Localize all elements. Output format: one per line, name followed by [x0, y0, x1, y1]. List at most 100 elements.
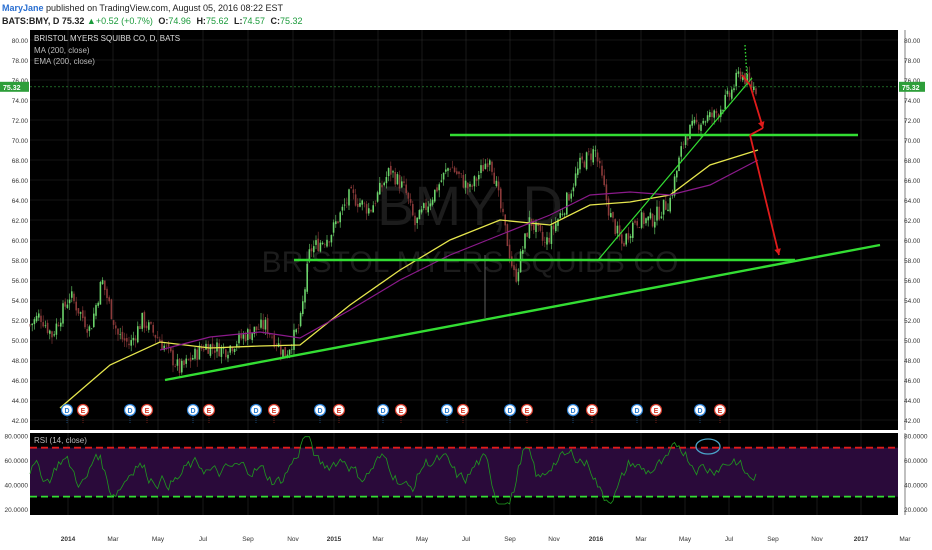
candle-body — [99, 282, 102, 305]
candle-body — [200, 347, 203, 349]
earnings-marker-label: D — [317, 408, 322, 415]
candle-body — [698, 124, 700, 130]
high-label: H: — [196, 16, 206, 26]
x-tick-label: May — [679, 536, 692, 543]
earnings-marker-icon[interactable] — [76, 403, 90, 417]
earnings-marker-icon[interactable] — [60, 403, 74, 417]
candle-body — [379, 182, 381, 195]
candle-body — [577, 168, 579, 175]
earnings-marker-icon[interactable] — [503, 403, 517, 417]
candle-body — [262, 320, 264, 330]
earnings-marker-icon[interactable] — [566, 403, 580, 417]
earnings-marker-label: D — [570, 408, 575, 415]
earnings-marker-icon[interactable] — [693, 403, 707, 417]
y-tick-label: 68.00 — [904, 158, 921, 165]
candle-body — [231, 347, 234, 352]
candle-body — [709, 112, 711, 118]
trendline-drawings[interactable] — [164, 44, 881, 382]
candle-body — [594, 150, 597, 152]
candle-body — [500, 188, 502, 209]
rsi-highlight-circle[interactable] — [695, 438, 721, 455]
candle-body — [95, 305, 97, 316]
earnings-marker-icon[interactable] — [202, 403, 216, 417]
earnings-marker-icon[interactable] — [267, 403, 281, 417]
candle-body — [299, 313, 302, 327]
candle-body — [493, 172, 495, 184]
earnings-marker-icon[interactable] — [249, 403, 263, 417]
candle-body — [601, 165, 603, 176]
candle-body — [354, 194, 357, 206]
earnings-marker-icon[interactable] — [313, 403, 327, 417]
legend-ema[interactable]: EMA (200, close) — [34, 57, 95, 66]
candle-body — [35, 315, 38, 322]
arrow-segment[interactable] — [741, 74, 751, 86]
candle-body — [284, 347, 286, 358]
candle-body — [260, 319, 262, 328]
candle-body — [720, 109, 722, 117]
rsi-tick-label: 20.0000 — [5, 507, 29, 514]
candle-body — [702, 120, 704, 124]
legend-ma[interactable]: MA (200, close) — [34, 46, 90, 55]
candle-body — [150, 321, 152, 324]
earnings-marker-icon[interactable] — [186, 403, 200, 417]
x-tick-label: Mar — [899, 536, 911, 543]
arrow-segment[interactable] — [749, 134, 780, 256]
y-tick-label: 48.00 — [904, 358, 921, 365]
candle-body — [343, 204, 346, 206]
x-tick-label: Jul — [725, 536, 734, 543]
earnings-marker-icon[interactable] — [140, 403, 154, 417]
y-tick-label: 74.00 — [12, 98, 29, 105]
rsi-tick-label: 40.0000 — [904, 482, 928, 489]
candle-body — [128, 343, 130, 346]
y-tick-label: 44.00 — [904, 398, 921, 405]
earnings-marker-icon[interactable] — [123, 403, 137, 417]
earnings-marker-icon[interactable] — [649, 403, 663, 417]
candle-body — [280, 345, 282, 355]
legend-rsi[interactable]: RSI (14, close) — [34, 436, 87, 445]
candle-body — [546, 237, 548, 245]
candle-body — [755, 88, 757, 95]
arrow-segment[interactable] — [749, 127, 764, 136]
arrow-segment[interactable] — [749, 84, 764, 129]
arrowhead-icon[interactable] — [774, 248, 781, 255]
candle-body — [42, 322, 44, 327]
earnings-marker-icon[interactable] — [376, 403, 390, 417]
earnings-marker-icon[interactable] — [394, 403, 408, 417]
arrowhead-icon[interactable] — [758, 121, 765, 128]
candle-body — [139, 326, 141, 329]
candle-body — [401, 181, 403, 188]
y-tick-label: 60.00 — [904, 238, 921, 245]
author-name[interactable]: MaryJane — [2, 3, 44, 13]
earnings-marker-icon[interactable] — [332, 403, 346, 417]
candle-body — [249, 329, 251, 339]
candle-body — [152, 324, 154, 333]
candle-body — [359, 202, 361, 207]
candle-body — [403, 181, 405, 183]
candle-body — [207, 343, 209, 354]
candle-body — [154, 335, 157, 338]
trendline[interactable] — [597, 77, 753, 261]
x-tick-label: 2015 — [327, 536, 342, 543]
earnings-marker-icon[interactable] — [630, 403, 644, 417]
earnings-marker-icon[interactable] — [520, 403, 534, 417]
candle-body — [484, 163, 487, 170]
y-tick-label: 56.00 — [904, 278, 921, 285]
earnings-marker-label: E — [461, 408, 466, 415]
candle-body — [251, 333, 253, 340]
candle-body — [431, 199, 434, 205]
candle-body — [684, 135, 687, 145]
earnings-marker-label: E — [272, 408, 277, 415]
candle-body — [313, 246, 315, 253]
earnings-marker-icon[interactable] — [456, 403, 470, 417]
candle-body — [636, 221, 638, 226]
projection-arrows[interactable] — [741, 74, 781, 256]
earnings-marker-icon[interactable] — [713, 403, 727, 417]
y-tick-label: 48.00 — [12, 358, 29, 365]
earnings-marker-icon[interactable] — [585, 403, 599, 417]
trendline[interactable] — [164, 243, 881, 382]
candle-body — [667, 209, 669, 212]
candle-body — [381, 184, 383, 188]
earnings-marker-icon[interactable] — [440, 403, 454, 417]
